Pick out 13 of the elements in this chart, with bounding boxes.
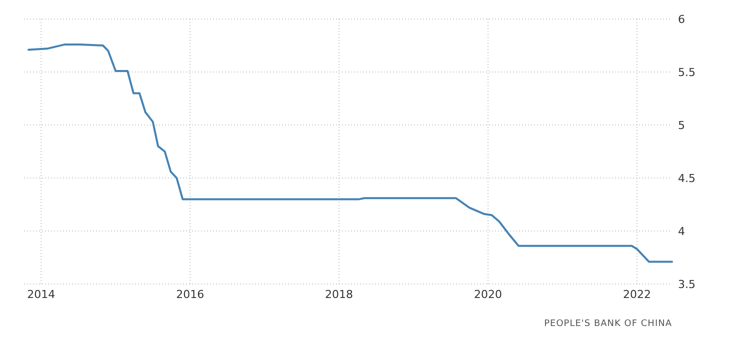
x-tick-label: 2020	[474, 288, 502, 301]
text: PEOPLE'S BANK OF CHINA	[544, 319, 672, 329]
y-tick-label: 5.5	[678, 66, 696, 79]
y-tick-label: 6	[678, 13, 685, 26]
x-tick-label: 2014	[27, 288, 56, 301]
y-tick-label: 4.5	[678, 172, 696, 185]
x-tick-label: 2016	[176, 288, 204, 301]
y-tick-label: 5	[678, 119, 685, 132]
y-tick-label: 3.5	[678, 278, 696, 291]
line-series	[27, 43, 673, 263]
x-tick-label: 2022	[622, 288, 651, 301]
y-tick-label: 4	[678, 225, 685, 238]
x-tick-label: 2018	[325, 288, 354, 301]
